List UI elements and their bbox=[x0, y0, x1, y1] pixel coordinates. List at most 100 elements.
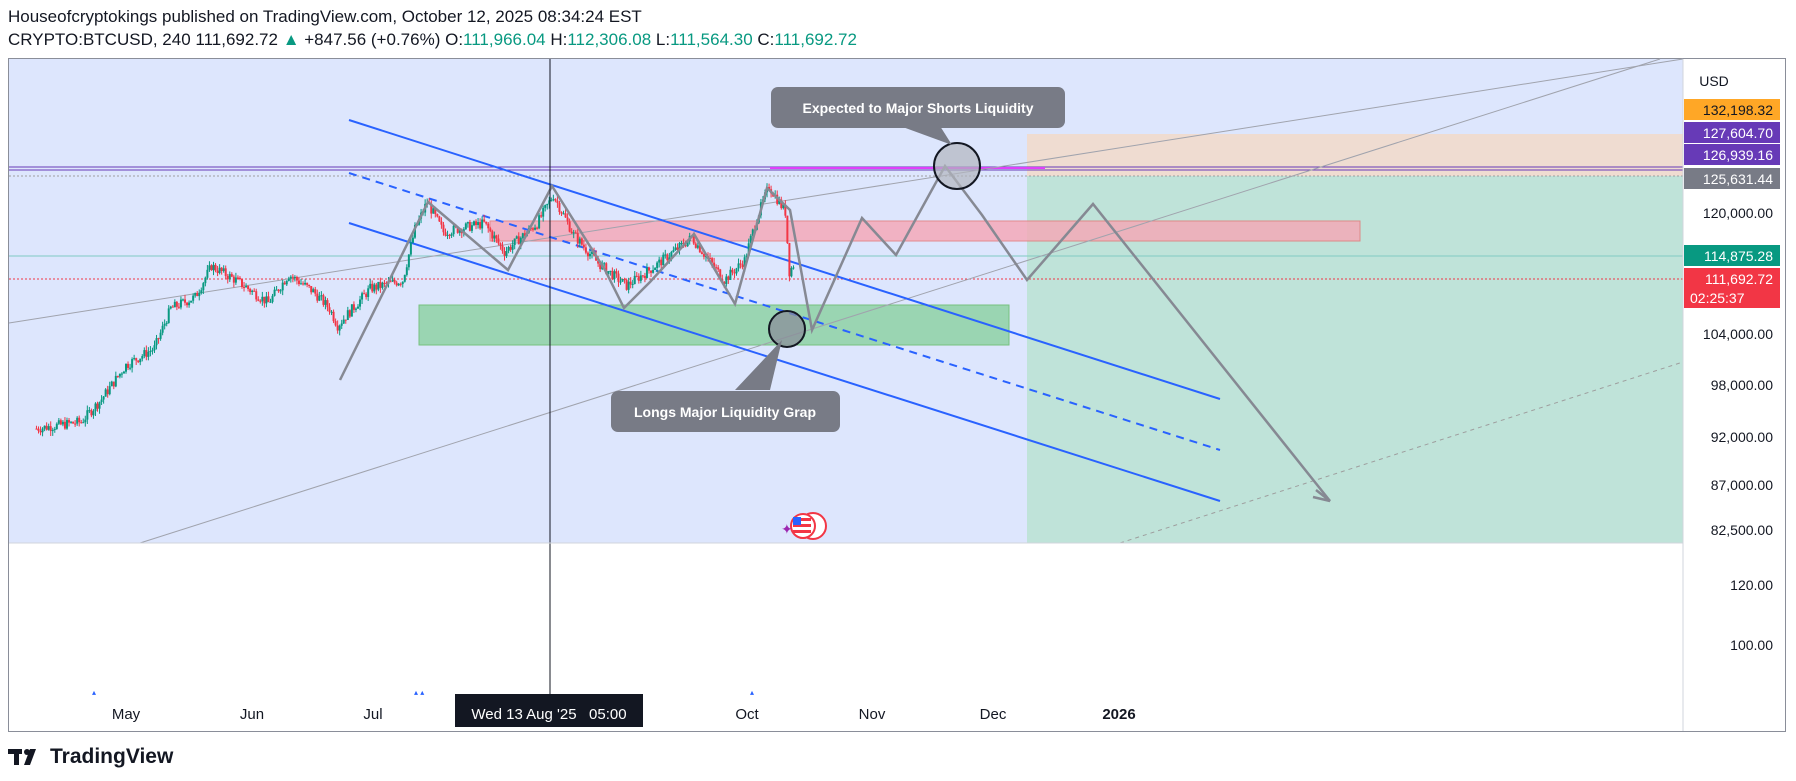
price-label-box bbox=[1684, 99, 1780, 120]
candle-body bbox=[487, 223, 490, 229]
candle-body bbox=[711, 258, 714, 263]
candle-body bbox=[155, 338, 158, 346]
candle-body bbox=[621, 278, 624, 282]
candle-body bbox=[468, 222, 471, 231]
candle-body bbox=[310, 286, 313, 293]
candle-body bbox=[652, 270, 655, 273]
candle-body bbox=[639, 275, 642, 281]
candle-body bbox=[405, 267, 408, 275]
candle-body bbox=[80, 422, 83, 424]
price-label-box bbox=[1684, 268, 1780, 289]
candle-body bbox=[790, 268, 793, 277]
candle-body bbox=[438, 216, 441, 222]
candle-body bbox=[552, 199, 555, 201]
candle-body bbox=[692, 236, 695, 244]
candle-body bbox=[672, 250, 675, 253]
candle-body bbox=[198, 293, 201, 297]
candle-body bbox=[157, 338, 160, 340]
candle-body bbox=[373, 284, 376, 292]
candle-body bbox=[676, 247, 679, 250]
candle-body bbox=[218, 267, 221, 273]
candle-body bbox=[499, 243, 502, 246]
callout-shorts-liquidity[interactable] bbox=[771, 87, 1065, 128]
candle-body bbox=[255, 291, 258, 300]
candle-body bbox=[745, 255, 748, 258]
candle-body bbox=[96, 403, 99, 409]
candle-body bbox=[356, 306, 359, 309]
candle-body bbox=[149, 350, 152, 352]
candle-body bbox=[120, 373, 123, 375]
crosshair-time-label: Wed 13 Aug '25 05:00 bbox=[471, 706, 626, 723]
candle-body bbox=[279, 290, 282, 292]
shorts-liquidity-circle[interactable] bbox=[933, 142, 981, 190]
candle-body bbox=[247, 286, 250, 290]
candle-body bbox=[458, 229, 461, 233]
candle-body bbox=[88, 410, 91, 412]
candle-body bbox=[532, 228, 534, 230]
candle-body bbox=[72, 421, 75, 424]
candle-body bbox=[340, 323, 343, 326]
candle-body bbox=[615, 271, 618, 274]
longs-liquidity-circle[interactable] bbox=[768, 310, 806, 348]
candle-body bbox=[377, 281, 380, 290]
price-label: 125,631.44 bbox=[1703, 171, 1773, 187]
candle-body bbox=[100, 399, 103, 403]
candle-body bbox=[159, 332, 162, 339]
candle-body bbox=[371, 283, 374, 292]
candle-body bbox=[497, 238, 500, 244]
candle-body bbox=[464, 223, 467, 230]
candle-body bbox=[186, 302, 189, 306]
currency-label[interactable]: USD bbox=[1699, 73, 1729, 89]
chart-frame[interactable] bbox=[8, 58, 1786, 732]
candle-body bbox=[709, 257, 712, 259]
candle-body bbox=[188, 302, 191, 306]
candle-body bbox=[395, 282, 398, 286]
callout-longs-liquidity[interactable] bbox=[611, 391, 840, 432]
candle-body bbox=[483, 219, 486, 222]
tradingview-footer[interactable]: TradingView bbox=[8, 745, 173, 769]
candle-body bbox=[308, 284, 311, 287]
candle-body bbox=[289, 276, 292, 279]
callout-shorts-text: Expected to Major Shorts Liquidity bbox=[802, 100, 1033, 116]
symbol-label[interactable]: CRYPTO:BTCUSD, 240 bbox=[8, 30, 191, 49]
candle-body bbox=[723, 282, 726, 285]
candle-body bbox=[702, 254, 705, 257]
trendline-lower[interactable] bbox=[139, 58, 1661, 544]
us-flag-event-icon[interactable]: ✦ bbox=[781, 512, 827, 540]
marker-icon: ▴ bbox=[750, 688, 754, 697]
candle-body bbox=[320, 295, 323, 297]
candle-body bbox=[550, 200, 553, 202]
trendline-dotted[interactable] bbox=[1119, 361, 1684, 544]
candle-body bbox=[643, 275, 646, 279]
candle-body bbox=[129, 367, 132, 369]
candle-body bbox=[137, 360, 140, 363]
candle-body bbox=[293, 276, 296, 278]
candle-body bbox=[300, 283, 303, 285]
candle-body bbox=[503, 251, 506, 256]
publisher-name[interactable]: Houseofcryptokings bbox=[8, 7, 158, 26]
projected-path[interactable] bbox=[338, 163, 1331, 502]
channel-mid[interactable] bbox=[348, 172, 1221, 451]
candle-body bbox=[230, 274, 233, 277]
candle-body bbox=[346, 310, 349, 321]
low-value: 111,564.30 bbox=[670, 30, 753, 49]
price-label: 132,198.32 bbox=[1703, 102, 1773, 118]
channel-bottom[interactable] bbox=[348, 222, 1221, 502]
candle-body bbox=[391, 279, 394, 282]
candle-body bbox=[204, 277, 207, 284]
candle-body bbox=[582, 244, 585, 248]
candle-body bbox=[784, 204, 787, 216]
candle-body bbox=[605, 263, 608, 274]
candle-body bbox=[637, 276, 640, 281]
candle-body bbox=[434, 208, 437, 215]
candle-body bbox=[65, 420, 68, 429]
candle-body bbox=[381, 282, 384, 288]
candle-body bbox=[338, 325, 341, 331]
brand-name: TradingView bbox=[50, 745, 174, 768]
candle-body bbox=[379, 281, 382, 288]
channel-top[interactable] bbox=[348, 119, 1221, 400]
candle-body bbox=[580, 238, 583, 245]
candle-body bbox=[314, 289, 317, 294]
candle-body bbox=[49, 426, 52, 432]
